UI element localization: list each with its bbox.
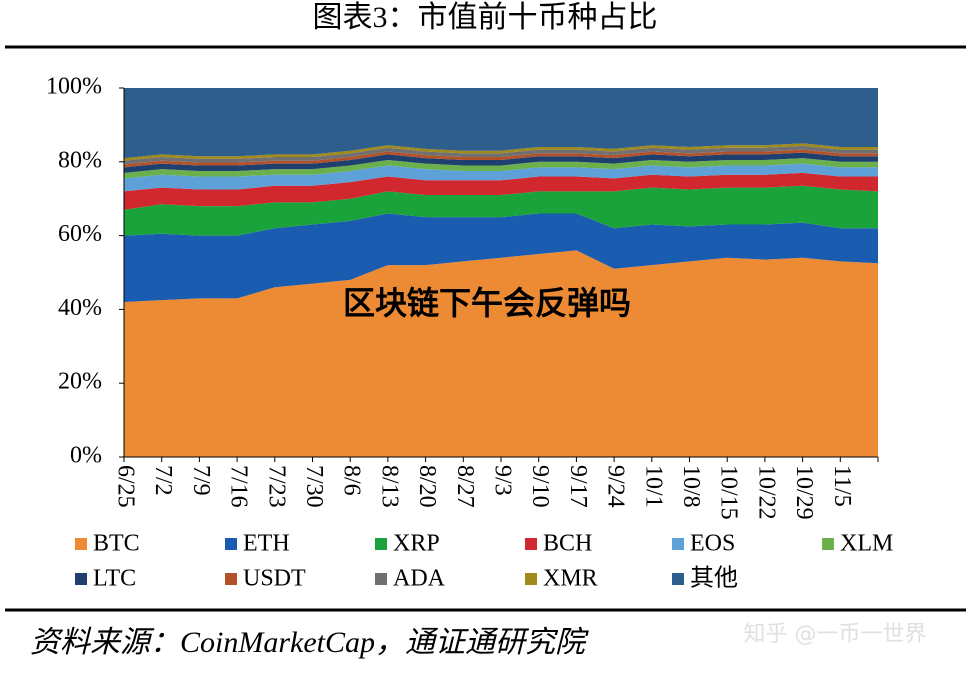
x-tick-label: 9/10 [527, 465, 553, 508]
area [124, 185, 878, 236]
area [124, 149, 878, 168]
legend-item: XMR [525, 566, 598, 592]
legend-label: ETH [243, 531, 290, 557]
x-tick-label: 8/20 [414, 465, 440, 508]
y-tick-label: 100% [46, 74, 102, 100]
area [124, 88, 878, 159]
legend-label: BTC [93, 531, 140, 557]
legend-item: LTC [75, 566, 136, 592]
y-tick-label: 20% [58, 369, 102, 395]
legend-swatch [375, 538, 387, 550]
x-tick-label: 10/1 [640, 465, 666, 508]
legend-label: BCH [543, 531, 592, 557]
area [124, 172, 878, 210]
legend-item: BTC [75, 531, 140, 557]
x-tick-label: 10/29 [791, 465, 817, 520]
legend-swatch [225, 538, 237, 550]
x-tick-label: 7/23 [263, 465, 289, 508]
legend-swatch [225, 573, 237, 585]
x-tick-label: 9/17 [565, 465, 591, 508]
legend-label: XRP [393, 531, 440, 557]
area [124, 163, 878, 192]
legend-label: USDT [243, 566, 306, 592]
legend-swatch [375, 573, 387, 585]
area [124, 143, 878, 161]
x-tick-label: 7/2 [150, 465, 176, 496]
chart-title: 图表3：市值前十币种占比 [313, 1, 658, 34]
x-tick-label: 7/9 [188, 465, 214, 496]
overlay-title: 区块链下午会反弹吗 [343, 284, 631, 322]
source: 资料来源：CoinMarketCap，通证通研究院 [30, 626, 589, 659]
area [124, 152, 878, 173]
legend-label: ADA [393, 566, 446, 592]
area [124, 250, 878, 457]
legend-item: BCH [525, 531, 592, 557]
legend-item: ETH [225, 531, 290, 557]
legend-label: EOS [690, 531, 735, 557]
legend-item: XRP [375, 531, 440, 557]
y-tick-label: 40% [58, 295, 102, 321]
x-tick-label: 10/15 [716, 465, 742, 520]
legend-item: XLM [822, 531, 893, 557]
x-tick-label: 6/25 [112, 465, 138, 508]
y-tick-label: 80% [58, 147, 102, 173]
y-tick-label: 0% [70, 443, 102, 469]
legend-label: 其他 [690, 565, 738, 592]
x-tick-label: 7/16 [226, 465, 252, 508]
y-tick-label: 60% [58, 221, 102, 247]
legend-swatch [672, 538, 684, 550]
area [124, 158, 878, 179]
x-tick-label: 10/22 [753, 465, 779, 520]
x-tick-label: 7/30 [301, 465, 327, 508]
legend-swatch [75, 538, 87, 550]
x-tick-label: 8/6 [339, 465, 365, 496]
legend-swatch [525, 573, 537, 585]
x-tick-label: 11/5 [829, 465, 855, 507]
x-tick-label: 8/27 [452, 465, 478, 508]
legend-label: XMR [543, 566, 598, 592]
x-tick-label: 8/13 [376, 465, 402, 508]
legend-item: USDT [225, 566, 306, 592]
legend-swatch [75, 573, 87, 585]
x-tick-label: 10/8 [678, 465, 704, 508]
x-tick-label: 9/24 [603, 465, 629, 508]
legend-item: ADA [375, 566, 446, 592]
legend-swatch [525, 538, 537, 550]
area [124, 213, 878, 303]
watermark: 知乎 @一币一世界 [744, 622, 927, 647]
legend-label: XLM [840, 531, 893, 557]
legend-swatch [822, 538, 834, 550]
legend-label: LTC [93, 566, 136, 592]
legend-item: 其他 [672, 565, 738, 592]
plot: 0% 20% 40% 60% 80% 100% 6/25 7/2 7/9 7/16 7/23 7/30… [46, 74, 879, 520]
legend-item: EOS [672, 531, 735, 557]
legend-swatch [672, 573, 684, 585]
area [124, 145, 878, 165]
x-tick-label: 9/3 [489, 465, 515, 496]
